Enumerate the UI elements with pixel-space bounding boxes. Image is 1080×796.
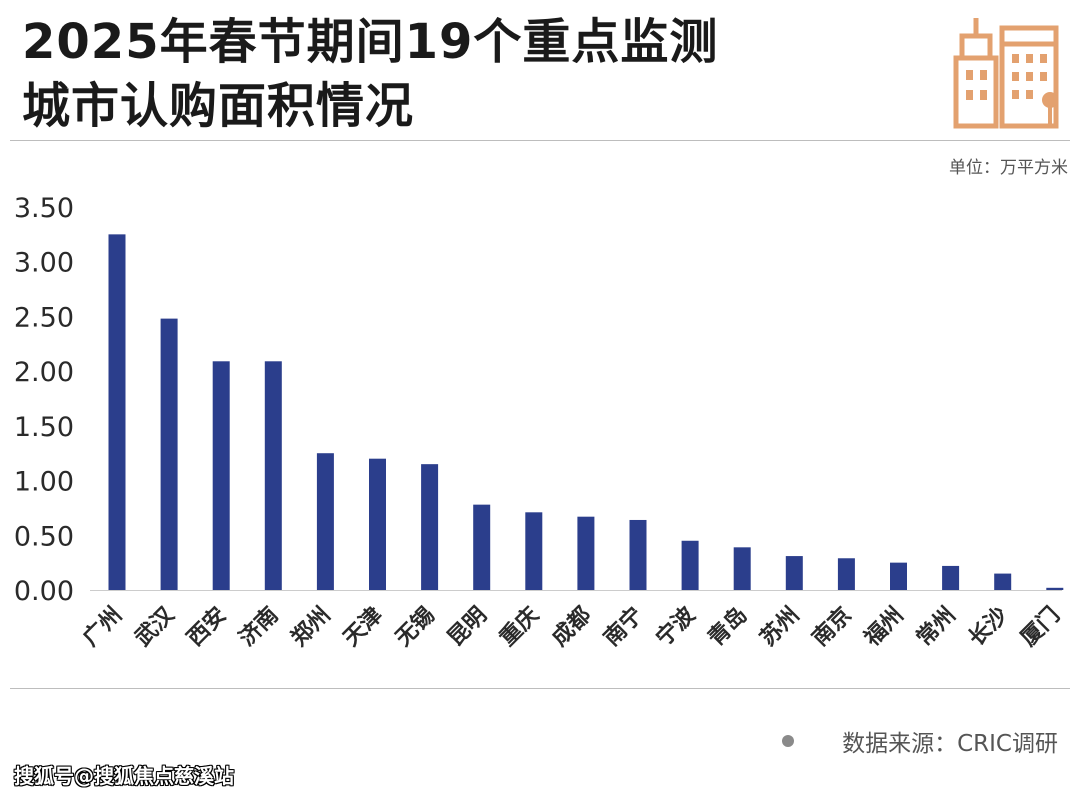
- bar: [525, 512, 543, 590]
- x-tick-label: 广州: [78, 602, 128, 652]
- bar: [369, 458, 386, 590]
- x-tick-label: 青岛: [703, 602, 753, 652]
- y-tick-label: 1.00: [14, 467, 74, 498]
- x-tick-label: 济南: [234, 602, 284, 652]
- x-tick-label: 郑州: [287, 603, 336, 652]
- source-note: 数据来源：CRIC调研: [782, 724, 1058, 758]
- y-tick-label: 3.00: [14, 248, 74, 279]
- city-buildings-icon: [953, 18, 1059, 129]
- bar: [264, 361, 282, 590]
- bar: [994, 573, 1012, 590]
- x-tick-label: 常州: [911, 602, 961, 652]
- bar: [316, 453, 334, 590]
- bar: [942, 565, 960, 590]
- x-tick-label: 无锡: [391, 603, 440, 652]
- bar-chart: 0.00 0.50 1.00 1.50 2.00 2.50 3.00 3.50 广州 武汉 西安 济南…: [14, 193, 1066, 653]
- chart-title: 2025年春节期间19个重点监测 城市认购面积情况: [22, 10, 718, 138]
- top-divider: [10, 140, 1070, 141]
- x-tick-label: 长沙: [964, 603, 1013, 652]
- unit-label: 单位：万平方米: [949, 158, 1068, 178]
- x-tick-label: 成都: [547, 603, 596, 652]
- bullet-dot-icon: [782, 735, 795, 747]
- chart-title-line1: 2025年春节期间19个重点监测: [22, 14, 719, 70]
- bar: [837, 558, 855, 590]
- y-tick-label: 2.50: [14, 302, 74, 333]
- x-tick-label: 西安: [182, 602, 232, 652]
- bar: [421, 464, 439, 590]
- x-tick-label: 苏州: [755, 602, 805, 652]
- bar: [629, 519, 647, 590]
- bar: [1046, 587, 1064, 590]
- chart-title-line2: 城市认购面积情况: [22, 78, 415, 134]
- x-tick-label: 厦门: [1016, 602, 1066, 652]
- y-tick-label: 1.50: [14, 412, 74, 443]
- bar: [473, 504, 491, 590]
- x-tick-label: 昆明: [443, 603, 492, 652]
- x-tick-label: 天津: [338, 602, 388, 652]
- source-label: 数据来源：CRIC调研: [842, 731, 1058, 757]
- x-tick-label: 宁波: [651, 601, 701, 651]
- bar: [733, 547, 751, 590]
- y-tick-label: 0.00: [14, 576, 74, 607]
- bottom-divider: [10, 688, 1070, 689]
- x-tick-label: 重庆: [495, 602, 545, 652]
- bar: [785, 556, 803, 590]
- bar: [108, 234, 126, 590]
- x-tick-label: 福州: [859, 603, 909, 653]
- x-tick-label: 武汉: [131, 602, 180, 651]
- bar: [890, 562, 907, 590]
- bar: [577, 516, 595, 590]
- y-tick-label: 3.50: [14, 193, 74, 224]
- x-tick-label: 南宁: [599, 602, 649, 652]
- x-tick-label: 南京: [807, 602, 857, 652]
- bar: [681, 540, 699, 590]
- bar: [212, 361, 230, 590]
- y-tick-label: 0.50: [14, 521, 74, 552]
- bar: [160, 318, 178, 590]
- watermark: 搜狐号@搜狐焦点慈溪站: [14, 764, 234, 788]
- y-tick-label: 2.00: [14, 357, 74, 388]
